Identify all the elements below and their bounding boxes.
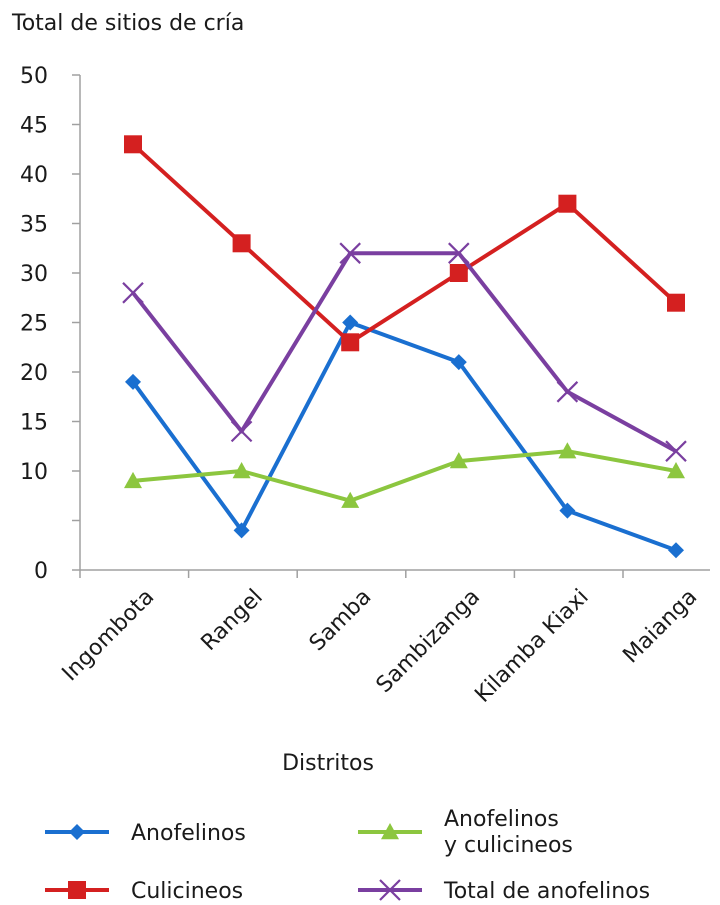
series-group [122,135,687,559]
data-point-total-de-anofelinos-rangel [230,420,253,443]
y-tick-labels: 0 10 15 20 25 30 35 40 45 50 [20,64,48,584]
x-tick-label-ingombota: Ingombota [58,585,160,687]
legend: Anofelinos Culicineos Anofelinos y culicine… [45,807,650,904]
legend-label-total-de-anofelinos: Total de anofelinos [443,879,650,904]
series-line-anofelinos-y-culicineos [132,449,677,503]
legend-marker-anofelinos-y-culicineos [381,823,399,840]
series-anofelinos-y-culicineos [124,442,685,508]
x-tick-label-maianga: Maianga [618,585,702,669]
legend-label-culicineos: Culicineos [131,879,243,904]
y-tick-label: 30 [20,262,48,287]
data-point-anofelinos-sambizanga [450,354,467,371]
y-tick-label: 35 [20,213,48,238]
data-point-anofelinos-ingombota [125,373,141,390]
series-anofelinos [125,314,684,559]
data-point-total-de-anofelinos-ingombota [122,282,144,304]
data-point-anofelinos-y-culicineos-maianga [667,462,685,479]
y-axis-title: Total de sitios de cría [11,11,244,36]
data-point-total-de-anofelinos-maianga [665,440,687,462]
data-point-anofelinos-maianga [668,542,684,559]
x-tick-label-kilamba-kiaxi: Kilamba Kiaxi [470,585,593,708]
legend-marker-total-de-anofelinos [379,879,401,901]
legend-label-anofelinos-y-culicineos: Anofelinos y culicineos [444,807,573,858]
y-tick-label: 10 [20,460,48,485]
legend-label-anofelinos: Anofelinos [131,821,246,846]
data-point-total-de-anofelinos-kilamba-kiaxi [556,381,579,403]
x-tick-label-samba: Samba [305,585,377,657]
x-axis-title: Distritos [282,751,374,776]
data-point-culicineos-kilamba-kiaxi [558,194,577,213]
y-tick-label: 25 [20,312,48,337]
data-point-anofelinos-samba [342,314,359,331]
data-point-culicineos-ingombota [124,135,142,154]
series-culicineos [124,135,685,352]
y-tick-label: 45 [20,114,48,139]
series-line-anofelinos [131,320,677,553]
data-point-anofelinos-rangel [233,522,250,539]
data-point-anofelinos-y-culicineos-kilamba-kiaxi [558,442,577,459]
data-point-culicineos-samba [341,333,360,352]
legend-item-anofelinos-y-culicineos: Anofelinos y culicineos [358,807,573,858]
data-point-anofelinos-y-culicineos-rangel [232,462,251,479]
y-tick-label: 15 [20,411,48,436]
data-point-culicineos-sambizanga [449,264,468,282]
legend-marker-culicineos [68,881,86,899]
legend-item-culicineos: Culicineos [45,879,243,904]
data-point-anofelinos-y-culicineos-ingombota [124,471,142,489]
data-point-culicineos-rangel [232,234,251,253]
data-point-total-de-anofelinos-sambizanga [448,242,470,264]
y-tick-label: 20 [20,361,48,386]
x-tick-label-sambizanga: Sambizanga [372,585,485,698]
y-tick-label: 0 [34,559,48,584]
series-total-de-anofelinos [122,242,687,462]
x-tick-label-rangel: Rangel [197,585,268,656]
y-tick-label: 50 [20,64,48,89]
y-tick-label: 40 [20,163,48,188]
data-point-anofelinos-kilamba-kiaxi [559,502,576,519]
data-point-anofelinos-y-culicineos-sambizanga [449,452,468,469]
legend-item-total-de-anofelinos: Total de anofelinos [358,879,650,904]
series-line-total-de-anofelinos [131,251,677,453]
data-point-anofelinos-y-culicineos-samba [341,491,360,508]
legend-marker-anofelinos [69,824,85,840]
data-point-total-de-anofelinos-samba [339,242,361,264]
axes [72,74,710,578]
data-point-culicineos-maianga [667,293,685,312]
legend-item-anofelinos: Anofelinos [45,821,246,846]
series-line-culicineos [131,142,678,345]
